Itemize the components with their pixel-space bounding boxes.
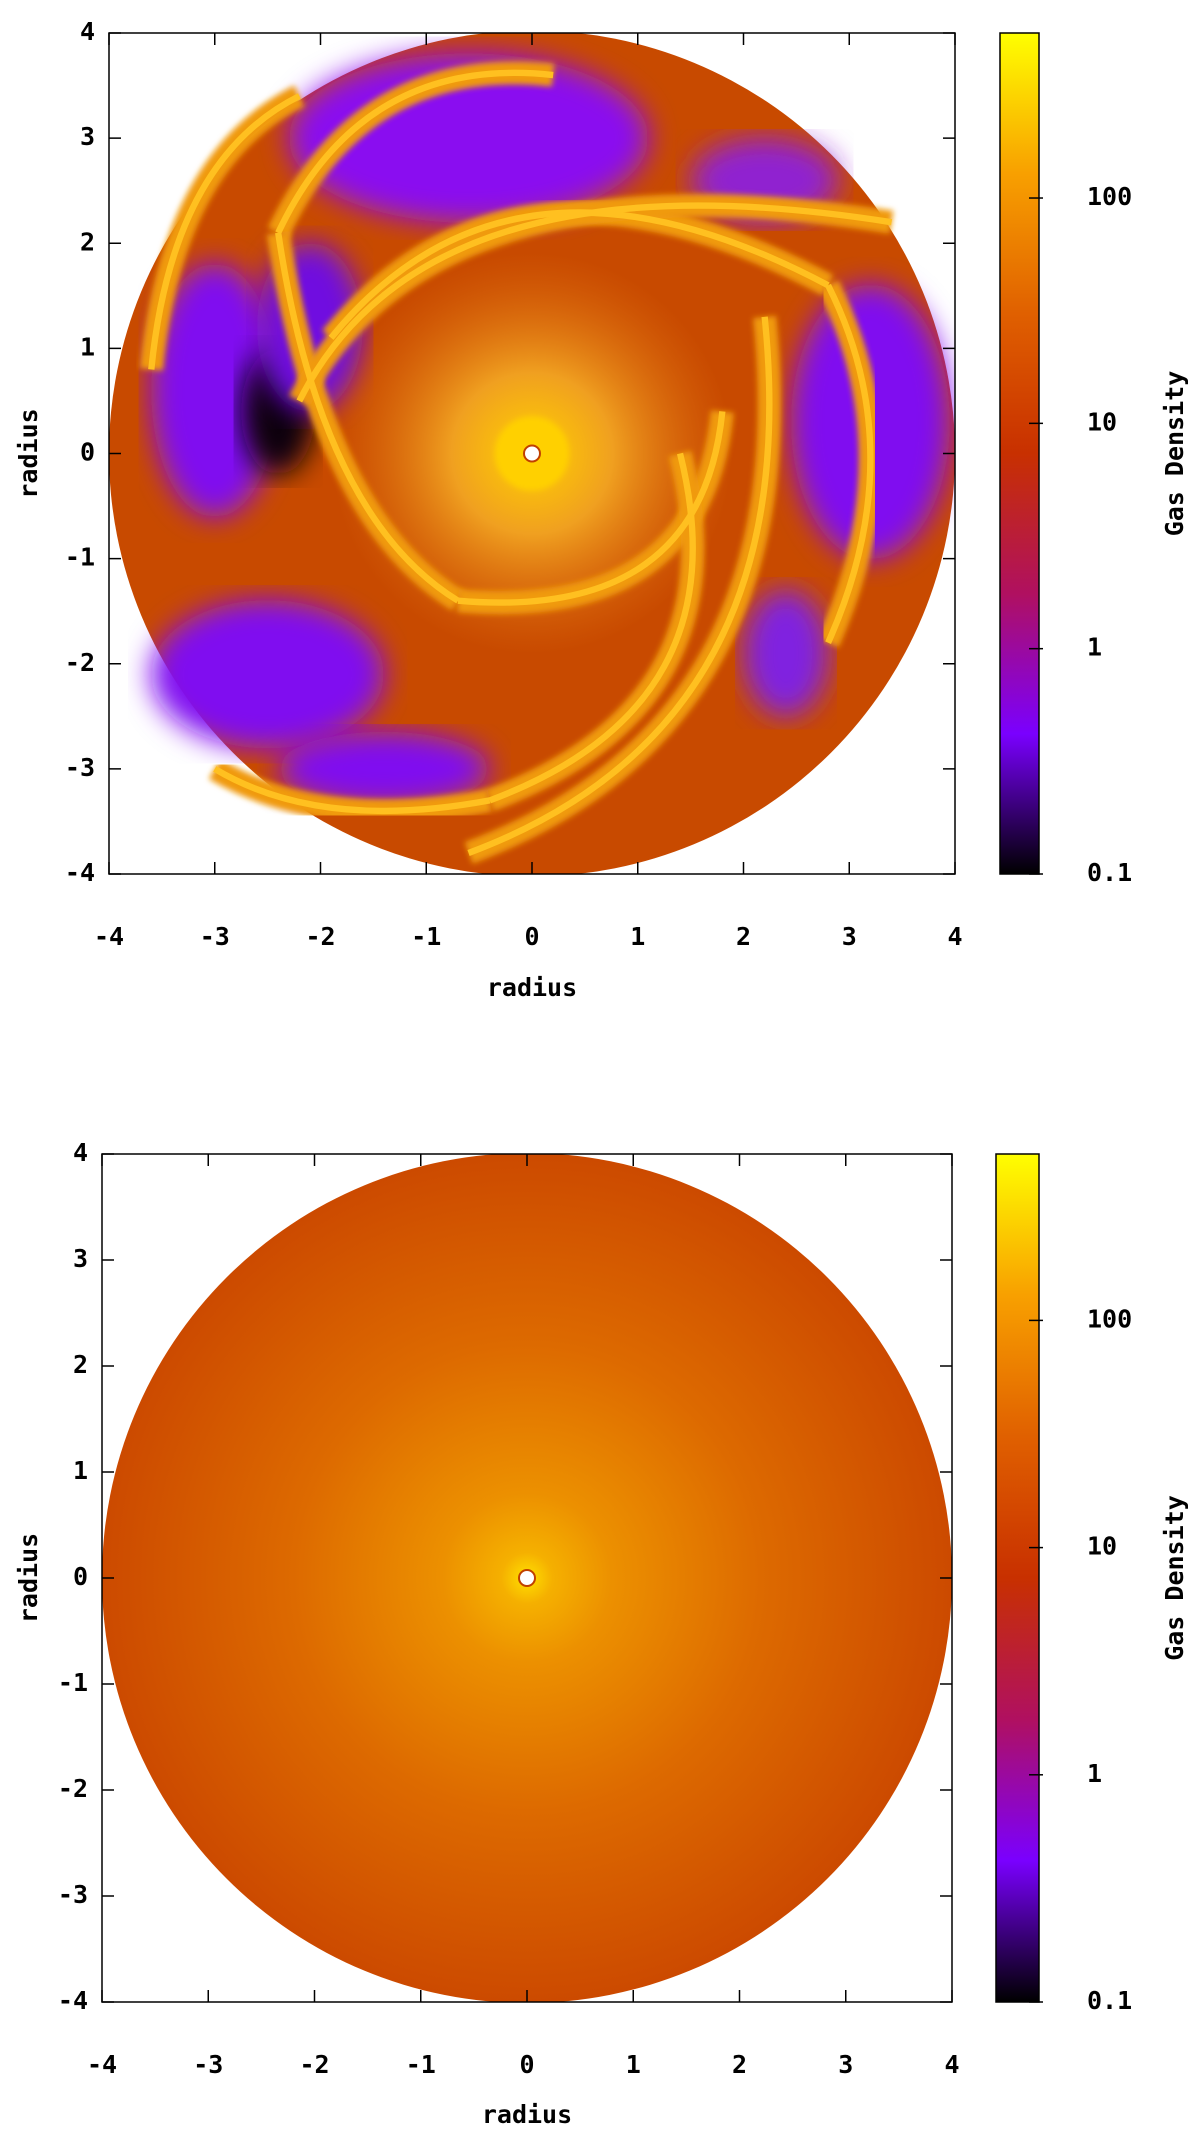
y-tick-label: 4 bbox=[73, 1138, 88, 1167]
colorbar-tick-label: 100 bbox=[1087, 182, 1132, 211]
x-tick-label: 1 bbox=[626, 2050, 641, 2079]
colorbar-tick-label: 1 bbox=[1087, 633, 1102, 662]
x-tick-label: -2 bbox=[305, 922, 335, 951]
x-axis-label: radius bbox=[487, 973, 577, 1002]
colorbar-tick-label: 100 bbox=[1087, 1304, 1132, 1333]
y-tick-label: 1 bbox=[80, 332, 95, 361]
y-axis-label: radius bbox=[14, 1533, 43, 1623]
y-tick-label: 1 bbox=[73, 1456, 88, 1485]
x-tick-label: -4 bbox=[94, 922, 124, 951]
x-tick-label: 4 bbox=[944, 2050, 959, 2079]
y-tick-label: -2 bbox=[58, 1774, 88, 1803]
spiral-arm-core bbox=[213, 766, 491, 815]
y-tick-label: 2 bbox=[73, 1350, 88, 1379]
colorbar-label: Gas Density bbox=[1160, 1495, 1189, 1661]
spiral-arm-core bbox=[148, 93, 301, 370]
x-tick-label: -3 bbox=[200, 922, 230, 951]
colorbar-tick-label: 0.1 bbox=[1087, 858, 1132, 887]
y-axis-label: radius bbox=[14, 408, 43, 498]
spiral-arm-core bbox=[467, 316, 773, 856]
chart: -4 -3 -2 -1 0 1 2 3 4 -4 -3 -2 -1 0 1 2 3 4 radius radius 0.… bbox=[14, 17, 1189, 1002]
spiral-arm-core bbox=[296, 202, 893, 403]
x-tick-label: -2 bbox=[299, 2050, 329, 2079]
x-tick-label: -3 bbox=[193, 2050, 223, 2079]
x-tick-label: 4 bbox=[947, 922, 962, 951]
y-tick-label: 3 bbox=[80, 122, 95, 151]
central-star bbox=[523, 444, 541, 463]
spiral-arm-core bbox=[825, 283, 874, 645]
x-tick-label: 0 bbox=[519, 2050, 534, 2079]
spiral-arm-core bbox=[275, 69, 554, 235]
low-density-region bbox=[151, 263, 279, 518]
colorbar-tick-label: 10 bbox=[1087, 407, 1117, 436]
spiral-arm-core bbox=[457, 411, 726, 606]
colorbar-tick-label: 1 bbox=[1087, 1759, 1102, 1788]
x-tick-label: -4 bbox=[87, 2050, 117, 2079]
y-tick-label: -3 bbox=[65, 753, 95, 782]
y-tick-label: 0 bbox=[73, 1562, 88, 1591]
y-tick-label: 4 bbox=[80, 17, 95, 46]
plot-area bbox=[109, 33, 955, 874]
central-star bbox=[518, 1569, 536, 1587]
x-axis-label: radius bbox=[482, 2100, 572, 2129]
y-tick-label: 3 bbox=[73, 1244, 88, 1273]
x-tick-label: 2 bbox=[732, 2050, 747, 2079]
spiral-arm-core bbox=[275, 232, 460, 604]
spiral-arm-core bbox=[328, 209, 830, 340]
colorbar bbox=[999, 32, 1040, 875]
low-density-region bbox=[278, 731, 490, 806]
y-tick-label: -2 bbox=[65, 648, 95, 677]
chart: -4 -3 -2 -1 0 1 2 3 4 -4 -3 -2 -1 0 1 2 3 4 radius radius 0.… bbox=[14, 1138, 1189, 2129]
y-tick-label: 2 bbox=[80, 227, 95, 256]
x-tick-label: 3 bbox=[842, 922, 857, 951]
colorbar-tick-label: 10 bbox=[1087, 1532, 1117, 1561]
y-tick-label: 0 bbox=[80, 438, 95, 467]
x-tick-label: 3 bbox=[838, 2050, 853, 2079]
x-tick-label: -1 bbox=[406, 2050, 436, 2079]
y-tick-label: -1 bbox=[58, 1668, 88, 1697]
low-density-region bbox=[743, 589, 829, 717]
plot-area bbox=[102, 1154, 952, 2002]
colorbar bbox=[995, 1153, 1040, 2003]
x-tick-label: -1 bbox=[411, 922, 441, 951]
colorbar-tick-label: 0.1 bbox=[1087, 1986, 1132, 2015]
y-tick-label: -4 bbox=[58, 1986, 88, 2015]
low-density-region bbox=[151, 600, 384, 749]
x-tick-label: 2 bbox=[736, 922, 751, 951]
x-tick-label: 1 bbox=[630, 922, 645, 951]
y-tick-label: -1 bbox=[65, 543, 95, 572]
low-density-region bbox=[288, 53, 649, 223]
spiral-arm-core bbox=[488, 452, 696, 804]
y-tick-label: -3 bbox=[58, 1880, 88, 1909]
x-tick-label: 0 bbox=[524, 922, 539, 951]
y-tick-label: -4 bbox=[65, 858, 95, 887]
colorbar-label: Gas Density bbox=[1160, 371, 1189, 537]
